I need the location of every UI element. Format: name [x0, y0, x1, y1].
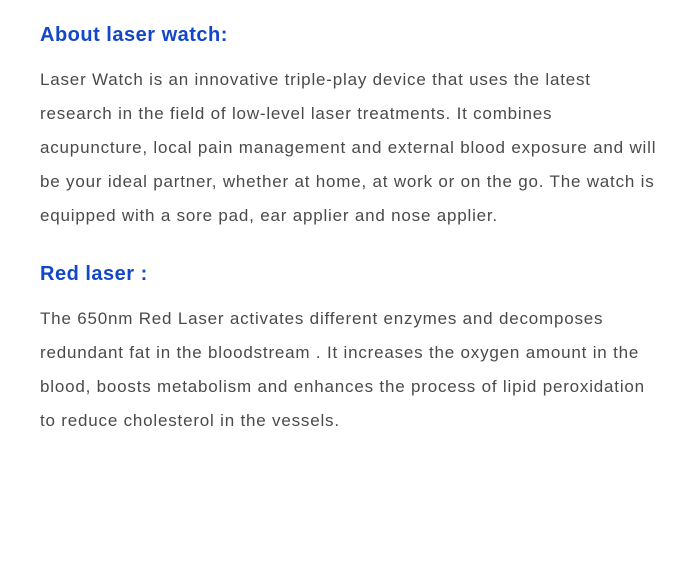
- section-red-laser: Red laser : The 650nm Red Laser activate…: [40, 263, 660, 438]
- heading-about: About laser watch:: [40, 24, 660, 47]
- section-about: About laser watch: Laser Watch is an inn…: [40, 24, 660, 233]
- heading-red-laser: Red laser :: [40, 263, 660, 286]
- body-red-laser: The 650nm Red Laser activates different …: [40, 302, 660, 438]
- body-about: Laser Watch is an innovative triple-play…: [40, 63, 660, 233]
